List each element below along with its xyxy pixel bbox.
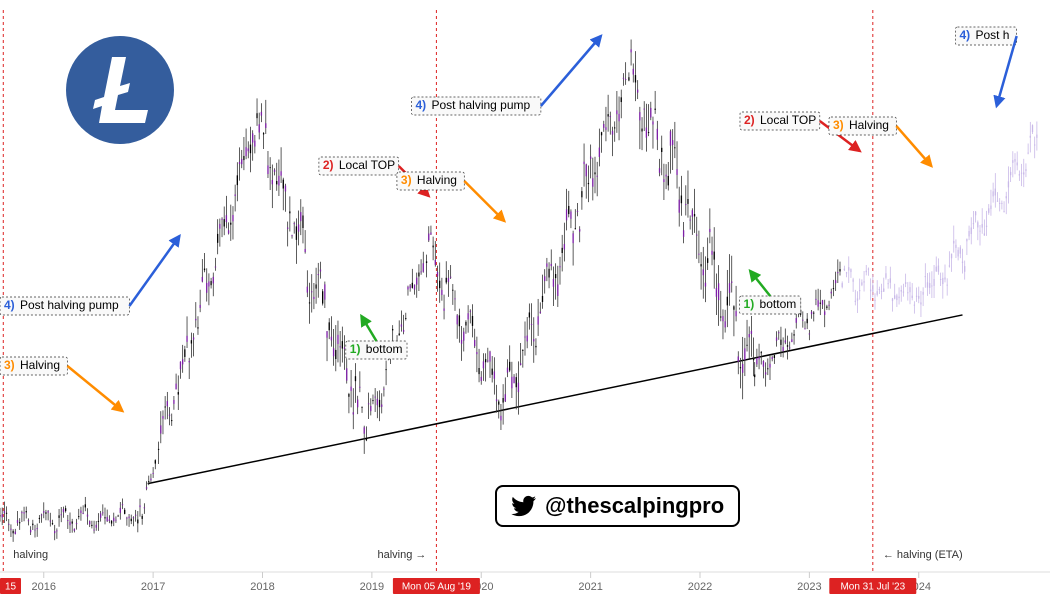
svg-text:Mon 31 Jul '23: Mon 31 Jul '23 [840, 582, 905, 593]
svg-text:3): 3) [4, 358, 15, 372]
chart-container: 20162017201820192020202120222023202415ha… [0, 0, 1050, 600]
svg-text:4): 4) [415, 98, 426, 112]
svg-text:4): 4) [959, 28, 970, 42]
svg-text:bottom: bottom [760, 297, 797, 311]
svg-text:Post h: Post h [975, 28, 1009, 42]
svg-text:← halving (ETA): ← halving (ETA) [883, 549, 963, 561]
svg-text:2017: 2017 [141, 581, 165, 593]
twitter-icon [511, 493, 537, 519]
svg-text:Halving: Halving [849, 118, 889, 132]
svg-text:halving: halving [13, 549, 48, 561]
svg-text:2021: 2021 [578, 581, 602, 593]
watermark: @thescalpingpro [495, 485, 740, 527]
svg-text:halving →: halving → [377, 549, 426, 561]
svg-text:2): 2) [744, 113, 755, 127]
svg-text:Local TOP: Local TOP [760, 113, 816, 127]
litecoin-logo-icon [65, 35, 175, 150]
watermark-handle: @thescalpingpro [545, 493, 724, 519]
svg-text:Halving: Halving [417, 173, 457, 187]
svg-text:1): 1) [744, 297, 755, 311]
svg-text:3): 3) [833, 118, 844, 132]
svg-text:1): 1) [350, 342, 361, 356]
svg-text:Post halving pump: Post halving pump [431, 98, 530, 112]
svg-text:Halving: Halving [20, 358, 60, 372]
svg-text:2018: 2018 [250, 581, 274, 593]
svg-text:4): 4) [4, 298, 15, 312]
svg-text:15: 15 [5, 582, 17, 593]
svg-text:3): 3) [401, 173, 412, 187]
svg-text:2016: 2016 [32, 581, 56, 593]
svg-text:2): 2) [323, 158, 334, 172]
svg-text:Post halving pump: Post halving pump [20, 298, 119, 312]
svg-text:2023: 2023 [797, 581, 821, 593]
svg-text:bottom: bottom [366, 342, 403, 356]
svg-text:2019: 2019 [360, 581, 384, 593]
svg-text:Local TOP: Local TOP [339, 158, 395, 172]
svg-text:2022: 2022 [688, 581, 712, 593]
svg-text:Mon 05 Aug '19: Mon 05 Aug '19 [402, 582, 472, 593]
